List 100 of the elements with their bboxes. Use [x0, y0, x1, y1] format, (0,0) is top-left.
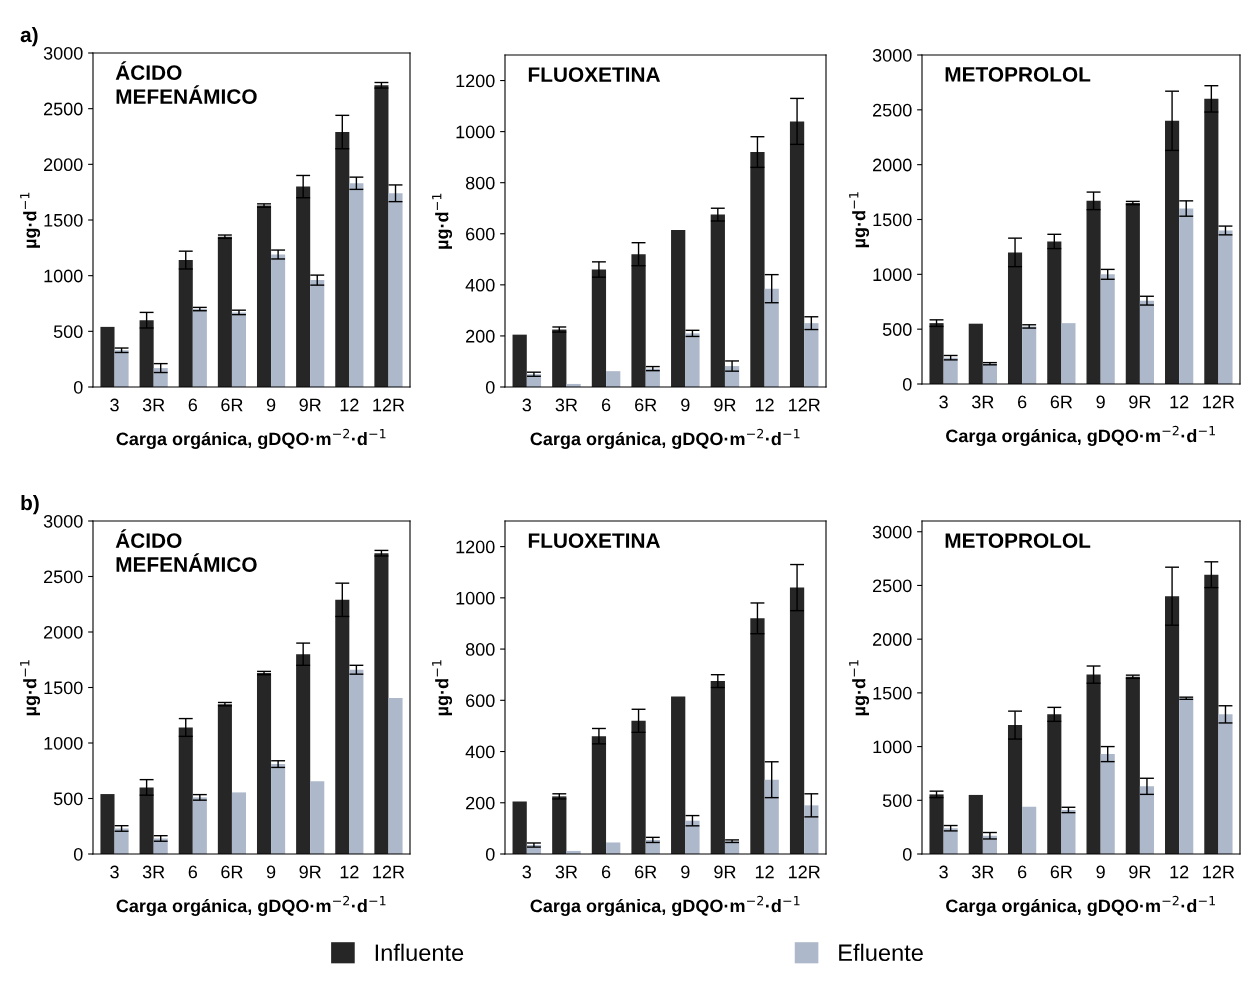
x-tick-label: 3 — [939, 395, 948, 409]
x-tick-label: 12R — [789, 398, 820, 412]
x-tick-label: 12R — [373, 865, 405, 879]
y-tick-label: 600 — [466, 227, 495, 241]
chart-title: FLUOXETINA — [528, 67, 661, 82]
y-tick-label: 2500 — [873, 103, 912, 117]
x-tick-label: 3R — [555, 865, 578, 879]
x-axis-title: Carga orgánica, gDQO·m$^{−2}$·d$^{−1}$ — [946, 425, 1215, 446]
x-tick-label: 6R — [635, 865, 657, 879]
x-tick-label: 3R — [555, 398, 578, 412]
x-tick-label: 6R — [221, 865, 243, 879]
x-tick-label: 3 — [110, 865, 119, 879]
x-tick-label: 12R — [1203, 865, 1235, 879]
x-tick-label: 3 — [522, 865, 532, 879]
x-tick-label: 3R — [972, 865, 994, 879]
y-tick-label: 2500 — [44, 570, 83, 584]
x-tick-label: 6R — [1050, 395, 1073, 409]
chart-title: METOPROLOL — [945, 533, 1091, 548]
y-tick-label: 2000 — [44, 158, 83, 172]
x-tick-label: 12R — [373, 398, 405, 412]
y-axis-title: µg·d$^{−1}$ — [20, 660, 41, 716]
x-tick-label: 12 — [340, 398, 359, 412]
x-tick-label: 6 — [1018, 865, 1027, 879]
x-axis-title: Carga orgánica, gDQO·m$^{−2}$·d$^{−1}$ — [116, 895, 386, 916]
x-tick-label: 12 — [1170, 865, 1189, 879]
x-tick-label: 3 — [522, 398, 532, 412]
y-axis-title: µg·d$^{−1}$ — [432, 193, 453, 249]
legend-label: Efluente — [839, 943, 923, 962]
y-axis-title: µg·d$^{−1}$ — [20, 192, 41, 248]
x-tick-label: 9 — [266, 865, 276, 879]
y-tick-label: 800 — [465, 643, 495, 656]
x-tick-label: 9 — [1096, 395, 1105, 409]
x-axis-title: Carga orgánica, gDQO·m$^{−2}$·d$^{−1}$ — [116, 428, 386, 449]
x-tick-label: 9R — [1129, 865, 1151, 879]
y-tick-label: 1200 — [456, 540, 495, 554]
x-tick-label: 3 — [110, 398, 119, 412]
x-tick-label: 9 — [681, 398, 690, 412]
x-tick-label: 12R — [1203, 395, 1235, 409]
y-tick-label: 0 — [73, 847, 83, 861]
y-tick-label: 200 — [466, 796, 495, 810]
text: b) — [21, 494, 39, 515]
x-tick-label: 9R — [299, 865, 321, 879]
x-tick-label: 6 — [188, 865, 198, 879]
x-tick-label: 3 — [939, 865, 948, 879]
x-tick-label: 12 — [1170, 395, 1189, 409]
x-tick-label: 9 — [266, 398, 276, 412]
y-tick-label: 500 — [53, 792, 83, 806]
y-tick-label: 3000 — [872, 525, 912, 539]
y-tick-label: 500 — [53, 325, 83, 339]
y-tick-label: 0 — [485, 847, 495, 861]
y-tick-label: 3000 — [43, 514, 83, 528]
x-tick-label: 9R — [714, 865, 736, 879]
x-tick-label: 12 — [755, 398, 774, 412]
chart-title: METOPROLOL — [945, 67, 1091, 82]
y-tick-label: 2500 — [873, 579, 912, 593]
y-tick-label: 1000 — [44, 269, 83, 283]
x-tick-label: 9 — [681, 865, 690, 879]
y-tick-label: 200 — [466, 329, 495, 343]
x-tick-label: 6R — [635, 398, 657, 412]
y-tick-label: 1000 — [873, 268, 912, 282]
y-tick-label: 600 — [466, 694, 495, 708]
y-tick-label: 3000 — [872, 48, 912, 62]
x-tick-label: 6R — [221, 398, 243, 412]
y-tick-label: 1500 — [873, 686, 912, 700]
text: ÁCIDO MEFENÁMICO — [115, 529, 257, 572]
x-tick-label: 9R — [714, 398, 736, 412]
y-tick-label: 0 — [73, 380, 83, 394]
chart-title: FLUOXETINA — [528, 533, 661, 548]
y-tick-label: 1500 — [873, 213, 912, 227]
y-tick-label: 500 — [882, 794, 912, 808]
y-tick-label: 2000 — [873, 158, 912, 172]
y-tick-label: 1000 — [44, 736, 83, 750]
y-tick-label: 2000 — [873, 633, 912, 646]
x-tick-label: 9 — [1096, 865, 1105, 879]
x-tick-label: 12R — [789, 865, 820, 879]
x-tick-label: 9R — [299, 398, 321, 412]
y-tick-label: 0 — [902, 847, 912, 861]
text: ÁCIDO MEFENÁMICO — [115, 61, 257, 104]
y-axis-title: µg·d$^{−1}$ — [849, 192, 870, 248]
x-tick-label: 12 — [755, 865, 774, 879]
x-tick-label: 3R — [142, 865, 165, 879]
y-axis-title: µg·d$^{−1}$ — [432, 660, 453, 716]
y-tick-label: 2000 — [44, 625, 83, 639]
x-tick-label: 6 — [601, 398, 611, 412]
x-axis-title: Carga orgánica, gDQO·m$^{−2}$·d$^{−1}$ — [530, 895, 800, 916]
x-tick-label: 6 — [1018, 395, 1027, 409]
x-tick-label: 9R — [1129, 395, 1151, 409]
x-tick-label: 6 — [601, 865, 611, 879]
y-tick-label: 0 — [902, 377, 912, 391]
y-tick-label: 400 — [465, 278, 495, 292]
y-tick-label: 1500 — [44, 213, 83, 227]
x-tick-label: 3R — [972, 395, 994, 409]
y-tick-label: 1200 — [456, 74, 495, 88]
y-tick-label: 1000 — [456, 591, 495, 605]
text: a) — [20, 26, 38, 47]
x-tick-label: 6 — [188, 398, 198, 412]
legend-label: Influente — [375, 943, 464, 962]
y-tick-label: 1000 — [456, 125, 495, 139]
y-tick-label: 500 — [882, 323, 912, 336]
x-axis-title: Carga orgánica, gDQO·m$^{−2}$·d$^{−1}$ — [946, 895, 1215, 916]
